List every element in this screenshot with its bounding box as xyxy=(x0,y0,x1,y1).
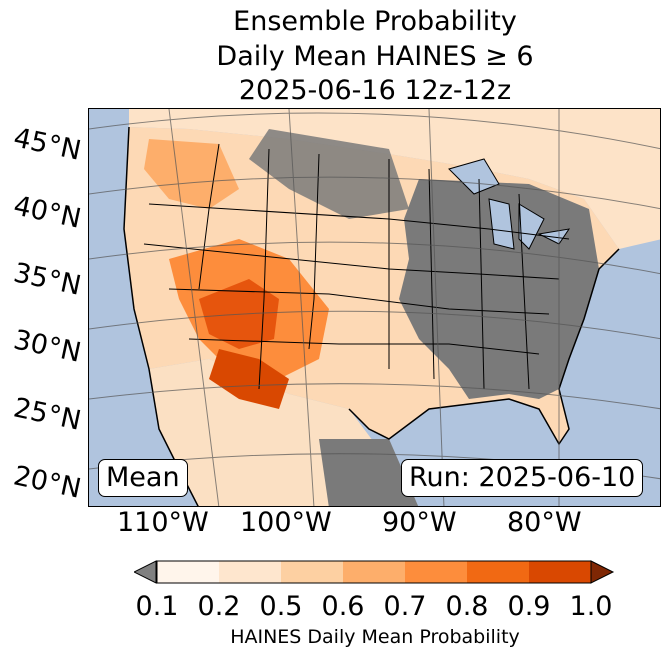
lat-label-30: 30°N xyxy=(10,324,84,369)
colorbar-under-arrow xyxy=(134,560,157,584)
lon-label-100: 100°W xyxy=(240,507,332,538)
state-boundaries xyxy=(143,143,570,390)
colorbar-segment xyxy=(467,561,529,583)
lat-label-20: 20°N xyxy=(10,460,84,505)
gray-region-south xyxy=(319,439,419,506)
east-gulf-coast xyxy=(348,248,620,446)
run-date-label: Run: 2025-06-10 xyxy=(401,459,644,497)
title-line-3: 2025-06-16 12z-12z xyxy=(238,75,512,106)
lat-label-35: 35°N xyxy=(10,257,84,302)
colorbar xyxy=(134,560,615,584)
colorbar-over-arrow xyxy=(590,560,615,584)
map-canvas xyxy=(89,109,660,506)
graticule xyxy=(89,109,660,506)
lat-label-45: 45°N xyxy=(10,122,84,167)
canada-land xyxy=(129,109,660,249)
map-panel[interactable] xyxy=(88,108,661,507)
colorbar-tick: 0.1 xyxy=(135,591,179,622)
title-line-1: Ensemble Probability xyxy=(233,6,517,37)
colorbar-segment xyxy=(529,561,591,583)
colorbar-segment xyxy=(281,561,343,583)
colorbar-label: HAINES Daily Mean Probability xyxy=(230,626,520,648)
lon-label-90: 90°W xyxy=(382,507,457,538)
colorbar-segment xyxy=(405,561,467,583)
very-high-prob-south xyxy=(209,349,289,409)
colorbar-frame xyxy=(156,560,592,584)
colorbar-tick: 0.7 xyxy=(383,591,427,622)
lat-label-25: 25°N xyxy=(10,392,84,437)
colorbar-tick: 0.2 xyxy=(197,591,241,622)
colorbar-tick: 0.9 xyxy=(507,591,551,622)
mean-label: Mean xyxy=(98,459,188,497)
lat-label-40: 40°N xyxy=(10,190,84,235)
colorbar-segment xyxy=(219,561,281,583)
colorbar-tick: 0.5 xyxy=(259,591,303,622)
colorbar-segment xyxy=(343,561,405,583)
colorbar-tick: 0.6 xyxy=(321,591,365,622)
lon-label-110: 110°W xyxy=(117,507,209,538)
colorbar-tick: 0.8 xyxy=(445,591,489,622)
title-line-2: Daily Mean HAINES ≥ 6 xyxy=(216,41,534,72)
lon-label-80: 80°W xyxy=(507,507,582,538)
prob-northwest xyxy=(144,139,239,209)
colorbar-tick: 1.0 xyxy=(569,591,613,622)
gray-region-north xyxy=(249,129,409,219)
colorbar-segment xyxy=(157,561,219,583)
